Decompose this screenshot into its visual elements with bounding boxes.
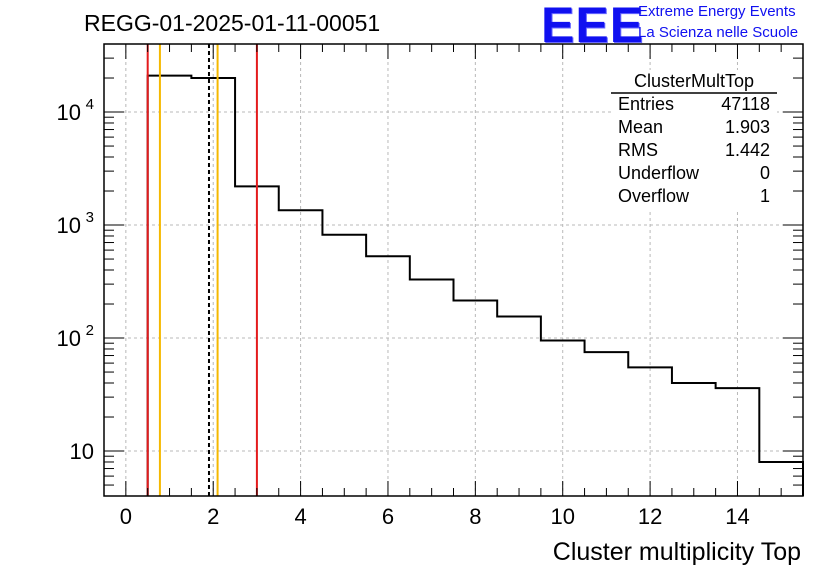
stats-value: 1 [760, 186, 770, 206]
histogram-outline [146, 74, 804, 496]
stats-box: ClusterMultTop Entries 47118 Mean 1.903 RMS 1.… [611, 70, 777, 210]
x-axis-label: Cluster multiplicity Top [553, 538, 801, 566]
histogram-bin [148, 76, 192, 496]
histogram-bin [191, 78, 235, 496]
histogram-bin [672, 383, 716, 496]
stats-label: Entries [618, 94, 674, 114]
y-tick-exponent: 3 [86, 209, 94, 226]
histogram-bin [322, 235, 366, 496]
y-tick-exponent: 2 [86, 322, 94, 339]
eee-logo: EEE [541, 0, 645, 53]
x-tick-label: 6 [382, 504, 394, 529]
y-tick-label: 10 [70, 439, 94, 464]
histogram-bin [541, 341, 585, 496]
y-tick-label: 10 [57, 326, 81, 351]
series-layer [146, 74, 804, 496]
y-tick-exponent: 4 [86, 96, 94, 113]
x-tick-label: 0 [120, 504, 132, 529]
stats-value: 0 [760, 163, 770, 183]
stats-title: ClusterMultTop [634, 71, 754, 91]
histogram-bin [454, 300, 498, 496]
stats-value: 1.442 [725, 140, 770, 160]
x-tick-label: 10 [550, 504, 574, 529]
stats-label: Overflow [618, 186, 690, 206]
stats-label: Mean [618, 117, 663, 137]
stats-label: Underflow [618, 163, 700, 183]
histogram-bin [585, 352, 629, 496]
stats-value: 47118 [721, 94, 770, 114]
x-tick-label: 2 [207, 504, 219, 529]
run-title: REGG-01-2025-01-11-00051 [84, 10, 381, 36]
x-tick-label: 14 [725, 504, 749, 529]
histogram-bin [628, 367, 672, 496]
histogram-bin [279, 210, 323, 496]
y-tick-label: 10 [57, 100, 81, 125]
stats-label: RMS [618, 140, 658, 160]
histogram-bin [497, 317, 541, 496]
histogram-bin [410, 279, 454, 496]
vertical-lines-layer [146, 44, 258, 496]
histogram-bin [366, 256, 410, 496]
x-tick-label: 4 [294, 504, 306, 529]
logo-tagline-1: Extreme Energy Events [638, 3, 796, 20]
histogram-bin [716, 388, 760, 496]
y-tick-label: 10 [57, 213, 81, 238]
logo-tagline-2: La Scienza nelle Scuole [638, 24, 799, 41]
x-tick-label: 12 [638, 504, 662, 529]
x-tick-label: 8 [469, 504, 481, 529]
stats-value: 1.903 [725, 117, 770, 137]
